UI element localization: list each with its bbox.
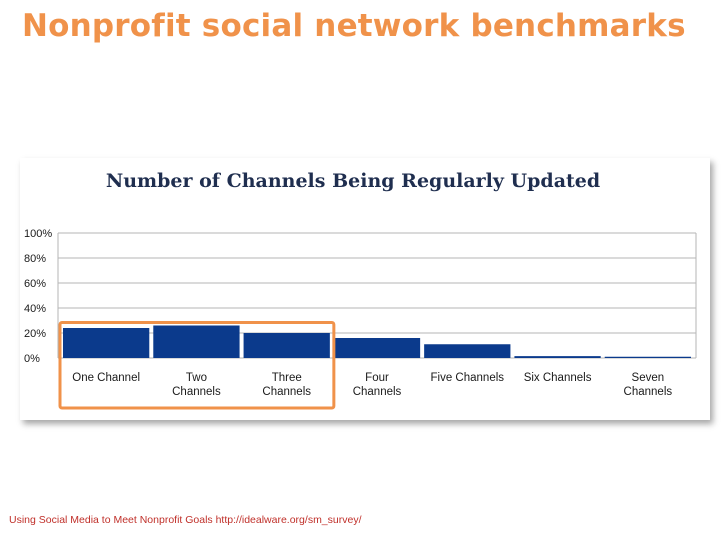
bar [514, 356, 601, 358]
bar [243, 333, 330, 358]
bars [63, 325, 691, 358]
bar [63, 328, 150, 358]
y-tick-label: 60% [24, 278, 46, 290]
x-tick-label: One Channel [72, 372, 140, 384]
y-tick-label: 20% [24, 328, 46, 340]
chart-panel: Number of Channels Being Regularly Updat… [20, 158, 710, 420]
x-tick-label: Six Channels [524, 372, 592, 384]
y-tick-label: 0% [24, 353, 40, 365]
y-axis-ticks: 0% 20% 40% 60% 80% 100% [24, 228, 52, 365]
bar-chart: Number of Channels Being Regularly Updat… [24, 170, 697, 410]
x-tick-label: Three Channels [262, 372, 311, 398]
bar [153, 325, 240, 358]
x-tick-label: Five Channels [431, 372, 505, 384]
x-tick-label: Four Channels [353, 372, 402, 398]
bar [333, 338, 421, 358]
x-tick-label: Two Channels [172, 372, 221, 398]
x-axis-labels: One Channel Two Channels Three Channels Four C… [72, 372, 672, 398]
y-tick-label: 80% [24, 253, 46, 265]
source-citation: Using Social Media to Meet Nonprofit Goa… [9, 514, 362, 526]
bar [604, 356, 691, 358]
y-tick-label: 40% [24, 303, 46, 315]
slide-title: Nonprofit social network benchmarks [22, 8, 686, 44]
bar [424, 344, 511, 358]
highlight-box [58, 321, 336, 410]
y-tick-label: 100% [24, 228, 52, 240]
chart-title: Number of Channels Being Regularly Updat… [106, 170, 600, 192]
x-tick-label: Seven Channels [624, 372, 673, 398]
